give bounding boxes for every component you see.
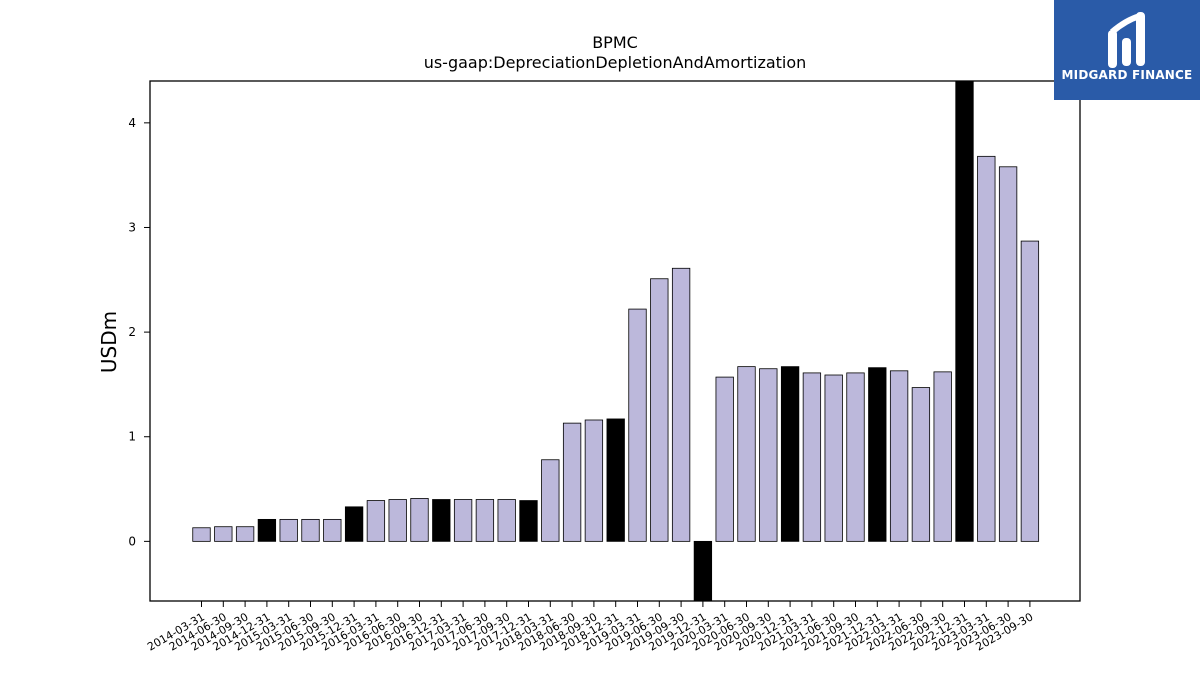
bar-2017-03-31 <box>453 499 473 542</box>
bar-2022-06-30 <box>911 387 931 542</box>
bars-group <box>192 80 1040 602</box>
bar-2016-12-31 <box>432 499 451 542</box>
bar-2016-09-30 <box>410 498 429 542</box>
bar-2022-12-31 <box>955 80 974 542</box>
chart-subtitle: us-gaap:DepreciationDepletionAndAmortiza… <box>424 53 807 72</box>
bar-2015-12-31 <box>344 506 364 542</box>
bar-2019-06-30 <box>650 278 669 542</box>
bar-2016-06-30 <box>388 499 407 542</box>
y-tick-label: 3 <box>128 220 136 234</box>
bar-2017-06-30 <box>475 499 495 542</box>
chart-title: BPMC <box>592 33 638 52</box>
bar-2020-06-30 <box>737 366 756 542</box>
bar-2023-06-30 <box>998 166 1018 542</box>
bar-2020-09-30 <box>759 368 778 542</box>
y-tick-label: 4 <box>128 116 136 130</box>
y-tick-label: 1 <box>128 430 136 444</box>
bar-2015-03-31 <box>279 518 298 542</box>
bar-2017-09-30 <box>497 499 516 542</box>
bar-2018-03-31 <box>541 459 560 542</box>
y-tick-label: 2 <box>128 325 136 339</box>
bar-2023-09-30 <box>1020 240 1040 542</box>
bar-2019-09-30 <box>671 267 691 542</box>
bar-2014-03-31 <box>192 527 211 542</box>
bar-2018-09-30 <box>584 419 604 542</box>
bar-2015-06-30 <box>301 518 320 542</box>
bar-2017-12-31 <box>519 500 538 542</box>
brand-logo: MIDGARD FINANCE <box>1054 0 1200 100</box>
bar-2023-03-31 <box>977 155 996 542</box>
bar-2018-06-30 <box>562 422 582 542</box>
x-axis: 2014-03-312014-06-302014-09-302014-12-31… <box>145 601 1035 654</box>
bar-2021-09-30 <box>846 372 865 542</box>
bar-2022-03-31 <box>889 370 909 542</box>
bar-2021-03-31 <box>802 372 822 542</box>
bar-2018-12-31 <box>606 418 625 542</box>
bar-2021-12-31 <box>868 367 887 542</box>
bar-2019-12-31 <box>693 540 713 602</box>
bar-2019-03-31 <box>628 308 647 542</box>
bar-2020-12-31 <box>780 366 800 542</box>
plot-frame <box>149 80 1081 602</box>
y-axis-label: USDm <box>97 311 121 373</box>
y-tick-label: 0 <box>128 534 136 548</box>
midgard-logo-icon <box>1108 12 1145 68</box>
bar-2021-06-30 <box>824 374 843 542</box>
bar-2016-03-31 <box>366 500 386 542</box>
bar-2022-09-30 <box>933 371 952 542</box>
bar-2015-09-30 <box>323 518 342 542</box>
bar-2020-03-31 <box>715 376 734 542</box>
y-axis: 0 1 2 3 4 <box>128 116 150 548</box>
bar-2014-06-30 <box>214 526 233 542</box>
brand-name: MIDGARD FINANCE <box>1061 68 1193 82</box>
bar-2014-09-30 <box>235 526 255 542</box>
bar-2014-12-31 <box>257 518 277 542</box>
